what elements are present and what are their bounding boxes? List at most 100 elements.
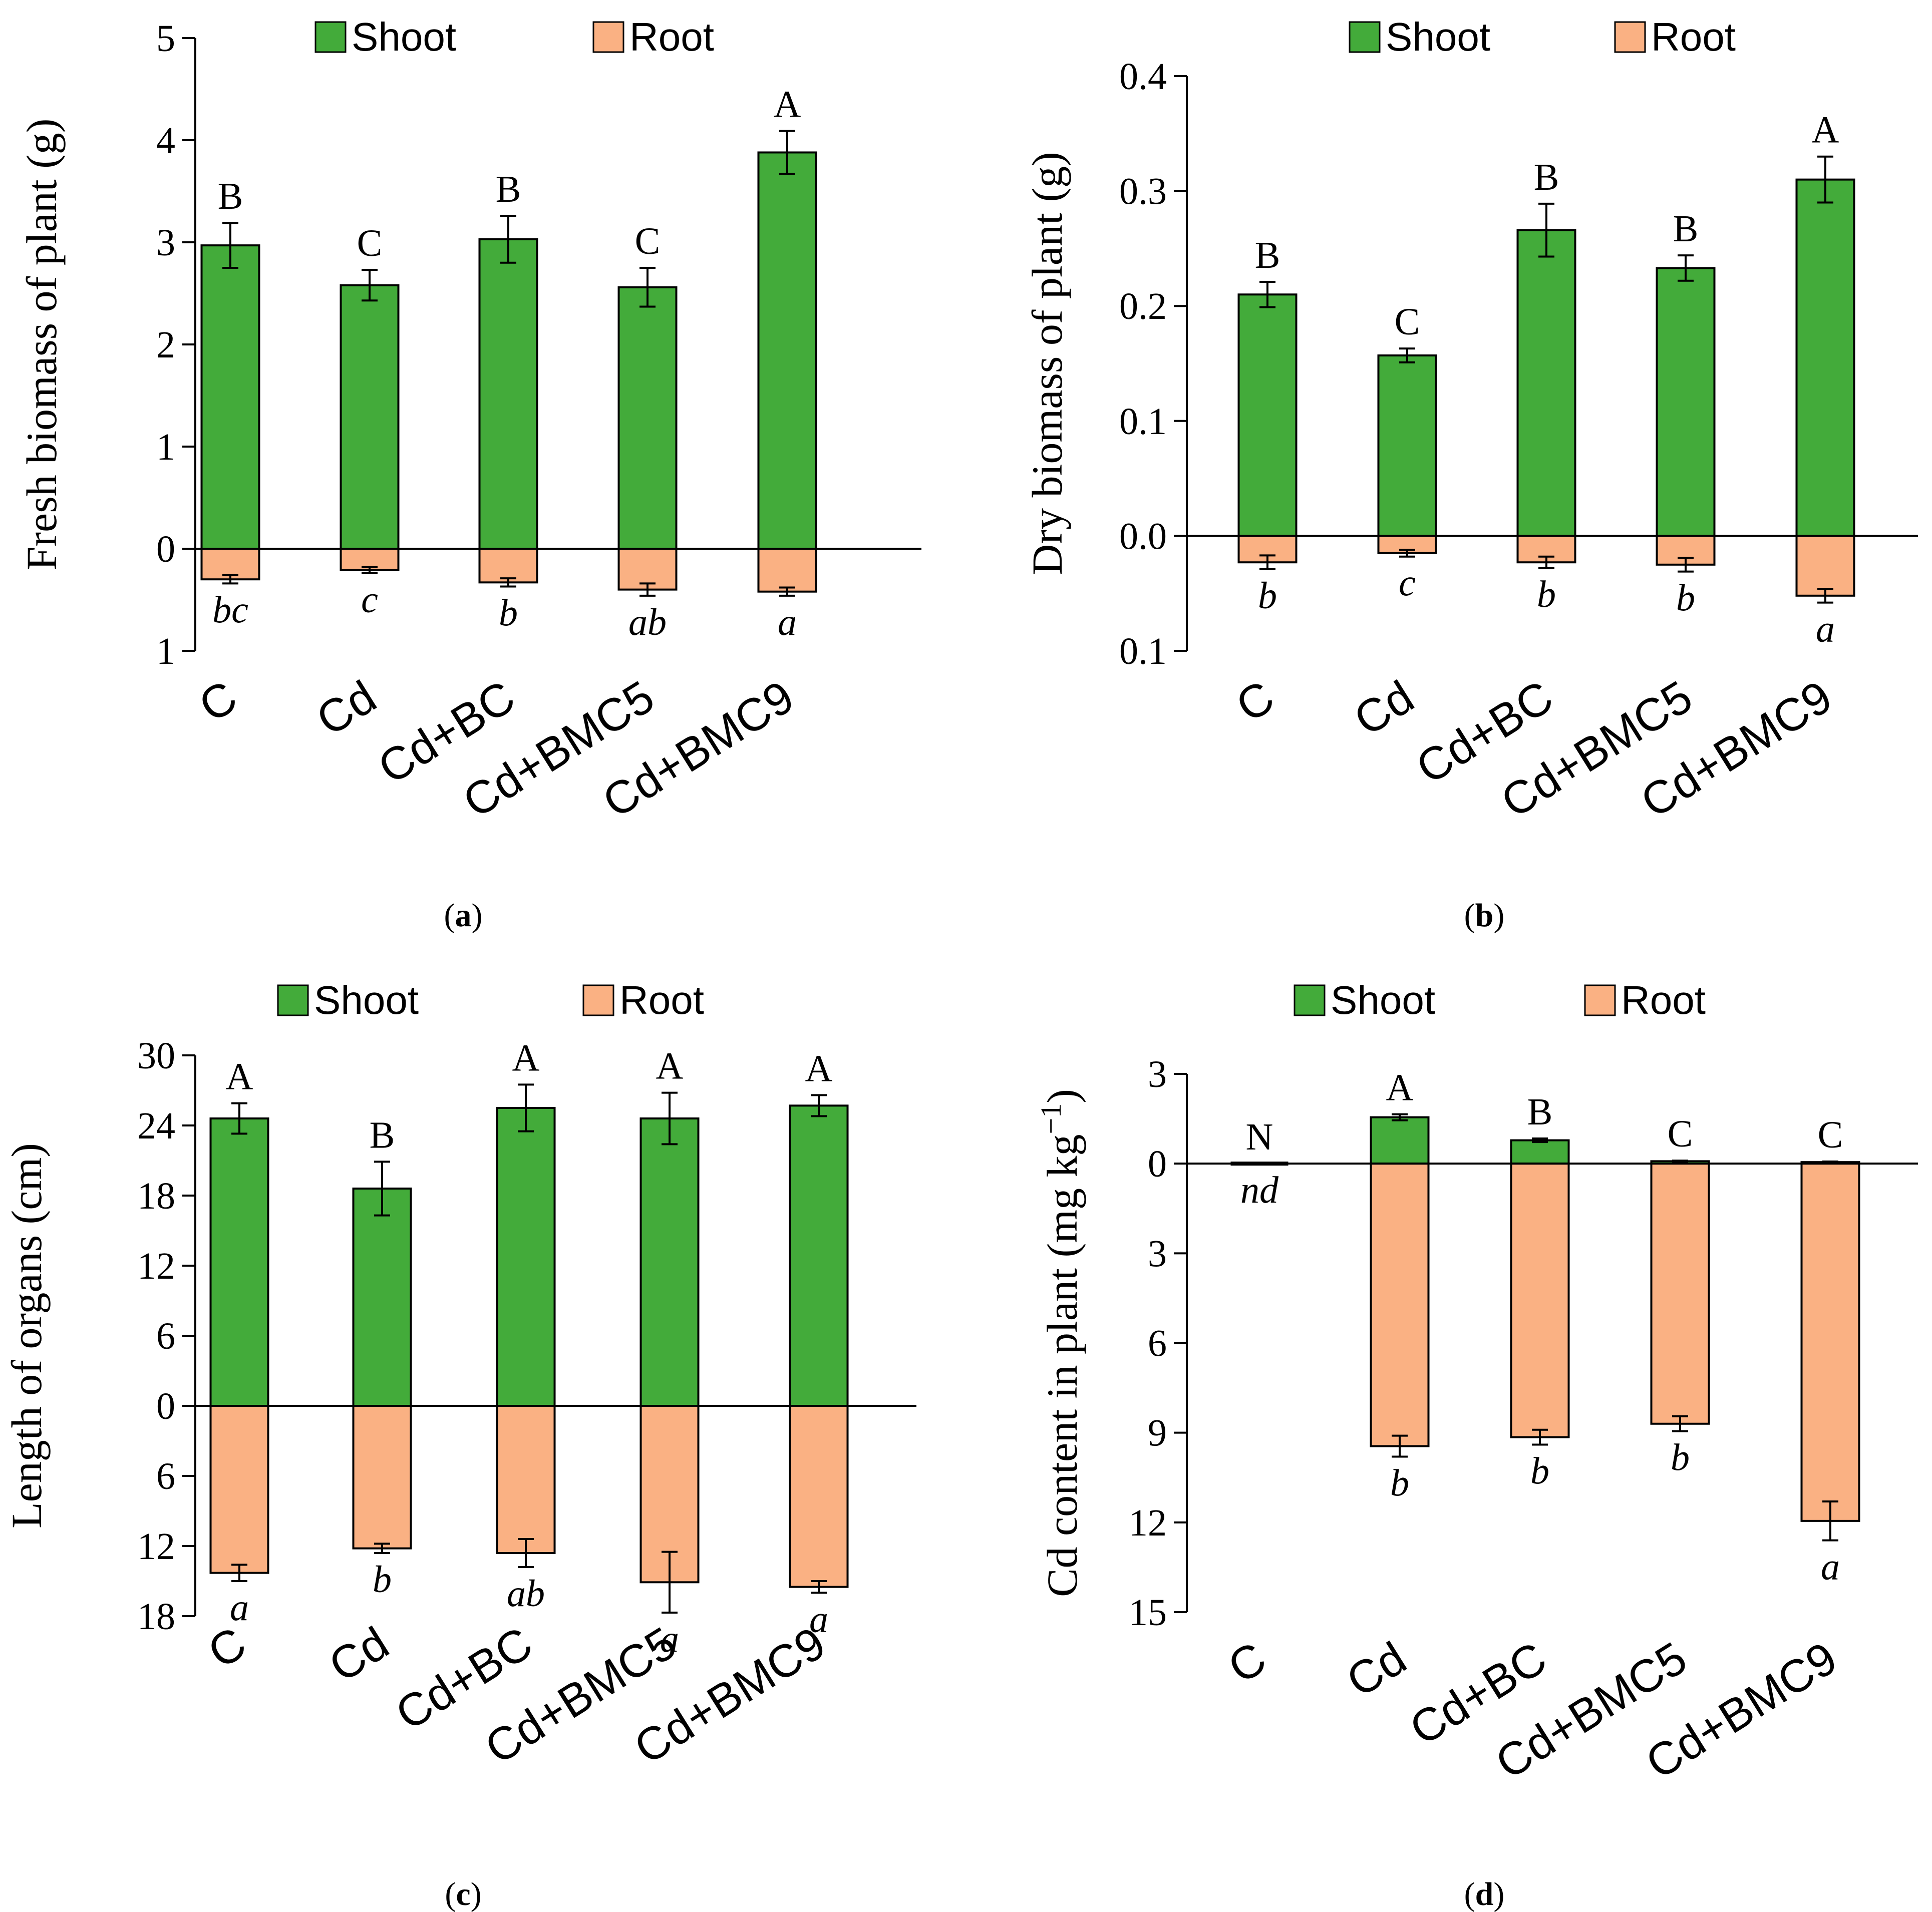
legend-root-label: Root	[619, 978, 704, 1022]
y-tick-label: 0.1	[1119, 401, 1167, 443]
significance-letter-shoot: C	[635, 220, 661, 262]
legend-shoot-label: Shoot	[352, 15, 456, 59]
chart-panel-a: Shoot Root 5 4 3 2 1 0 1 Fresh biomass of plant (…	[18, 15, 921, 934]
significance-letter-root: a	[809, 1598, 828, 1640]
significance-letter-shoot: N	[1246, 1116, 1273, 1158]
significance-letter-shoot: B	[1255, 234, 1280, 276]
y-tick-label: 1	[156, 630, 175, 672]
bar-shoot	[1795, 178, 1855, 537]
bar-root	[1650, 1163, 1710, 1425]
significance-letter-root: a	[230, 1587, 249, 1629]
significance-letter-root: b	[373, 1559, 392, 1601]
significance-letter-root: c	[1399, 562, 1416, 604]
bar-root	[209, 1405, 269, 1574]
y-tick-label: 3	[1148, 1233, 1167, 1275]
bar-shoot	[496, 1107, 556, 1407]
significance-letter-shoot: A	[805, 1047, 833, 1089]
caption-open: (	[1464, 897, 1475, 934]
y-tick-label: 0	[156, 1385, 175, 1427]
y-tick-label: 4	[156, 120, 175, 162]
legend-root-swatch	[582, 984, 614, 1016]
y-tick-label: 18	[137, 1175, 175, 1217]
significance-letter-root: ab	[628, 601, 667, 643]
significance-letter-shoot: C	[1668, 1113, 1693, 1155]
legend-root-swatch	[1584, 984, 1616, 1016]
legend-shoot-swatch	[314, 21, 347, 53]
significance-letter-root: ab	[507, 1573, 545, 1615]
significance-letter-root: b	[1676, 577, 1695, 619]
significance-letter-shoot: B	[1534, 156, 1559, 198]
bar-root	[1370, 1163, 1430, 1447]
significance-letter-shoot: C	[1818, 1114, 1843, 1156]
legend-shoot-label: Shoot	[314, 978, 419, 1022]
caption-close: )	[472, 897, 483, 934]
panel-caption: (b)	[1464, 897, 1505, 934]
y-tick-label: 9	[1148, 1412, 1167, 1454]
caption-close: )	[1493, 897, 1504, 934]
y-axis-title: Cd content in plant (mg kg−1)	[1035, 1089, 1087, 1597]
y-tick-label: 6	[156, 1315, 175, 1357]
significance-letter-shoot: A	[226, 1056, 253, 1098]
significance-letter-shoot: A	[512, 1037, 540, 1079]
significance-letter-root: b	[1390, 1462, 1409, 1504]
bar-root	[1800, 1163, 1860, 1522]
y-tick-label: 1	[156, 426, 175, 468]
significance-letter-root: b	[499, 592, 518, 634]
significance-letter-root: bc	[212, 589, 248, 631]
caption-letter: a	[455, 897, 472, 934]
y-tick-label: 0	[156, 528, 175, 570]
y-tick-label: 2	[156, 324, 175, 366]
significance-letter-shoot: B	[496, 168, 521, 210]
significance-letter-root: a	[660, 1618, 679, 1660]
bar-shoot	[1510, 1139, 1570, 1165]
caption-open: (	[445, 1876, 456, 1912]
caption-letter: b	[1475, 897, 1494, 934]
significance-letter-shoot: A	[1386, 1067, 1414, 1109]
bar-shoot	[352, 1188, 412, 1407]
legend-shoot-swatch	[277, 984, 309, 1016]
caption-open: (	[444, 897, 455, 934]
bar-shoot	[1370, 1116, 1430, 1165]
y-axis-title: Fresh biomass of plant (g)	[18, 119, 66, 571]
significance-letter-shoot: B	[1527, 1091, 1553, 1133]
y-tick-label: 12	[137, 1525, 175, 1568]
legend-root-label: Root	[629, 15, 714, 59]
y-tick-label: 30	[137, 1035, 175, 1077]
bar-shoot	[478, 238, 538, 550]
y-tick-label: 12	[137, 1245, 175, 1287]
y-axis-title-close: )	[1038, 1089, 1086, 1103]
caption-close: )	[471, 1876, 482, 1912]
legend-shoot-swatch	[1349, 21, 1381, 53]
bar-shoot	[1377, 354, 1437, 537]
significance-letter-shoot: A	[774, 84, 801, 126]
y-tick-label: 12	[1129, 1502, 1167, 1544]
bar-root	[1510, 1163, 1570, 1438]
legend-root-label: Root	[1621, 978, 1706, 1022]
x-tick-label: Cd	[1338, 1632, 1415, 1707]
y-axis-title: Length of organs (cm)	[3, 1143, 51, 1528]
significance-letter-shoot: C	[1395, 301, 1420, 343]
significance-letter-shoot: B	[370, 1114, 395, 1156]
legend-root-swatch	[592, 21, 624, 53]
y-tick-label: 6	[1148, 1323, 1167, 1365]
legend-shoot-label: Shoot	[1386, 15, 1490, 59]
significance-letter-shoot: C	[357, 222, 383, 264]
y-tick-label: 0.2	[1119, 285, 1167, 327]
significance-letter-root: a	[778, 601, 797, 643]
panel-caption: (c)	[445, 1876, 481, 1912]
significance-letter-root: b	[1537, 574, 1556, 616]
significance-letter-root: c	[361, 579, 378, 621]
significance-letter-shoot: B	[218, 175, 243, 217]
panel-caption: (a)	[444, 897, 483, 934]
significance-letter-shoot: A	[1812, 109, 1839, 151]
legend-shoot-swatch	[1294, 984, 1326, 1016]
bar-shoot	[1516, 229, 1576, 537]
significance-letter-root: b	[1671, 1437, 1690, 1479]
y-tick-label: 5	[156, 18, 175, 60]
y-tick-label: 0.4	[1119, 56, 1167, 98]
bar-root	[200, 548, 260, 581]
y-tick-label: 3	[156, 222, 175, 264]
chart-panel-b: Shoot Root 0.4 0.3 0.2 0.1 0.0 0.1 Dry biomass o…	[1023, 15, 1918, 934]
